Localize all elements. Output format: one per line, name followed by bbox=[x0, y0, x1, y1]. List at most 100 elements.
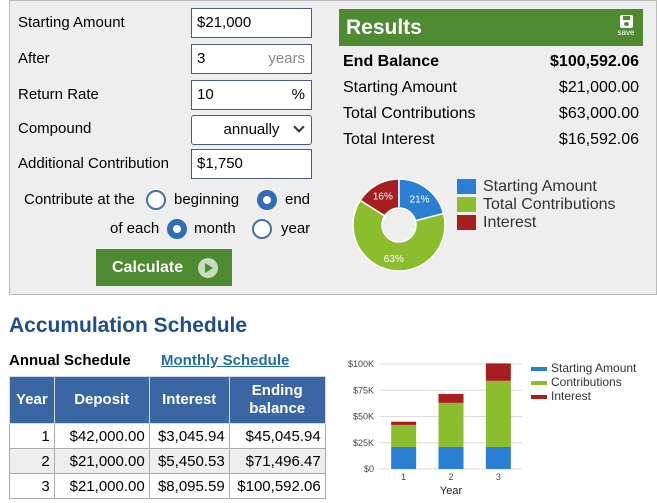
radio-year-label: year bbox=[281, 220, 311, 237]
radio-beginning-label: beginning bbox=[174, 191, 240, 208]
y-tick-label: $75K bbox=[353, 385, 374, 395]
result-row-total-interest: Total Interest $16,592.06 bbox=[343, 131, 639, 149]
chart-legend: Starting Amount Contributions Interest bbox=[531, 361, 636, 403]
result-label: Starting Amount bbox=[343, 79, 457, 96]
result-value: $16,592.06 bbox=[558, 131, 639, 148]
radio-year[interactable] bbox=[252, 219, 272, 239]
legend-swatch bbox=[531, 380, 547, 385]
compound-select[interactable]: annually bbox=[191, 115, 312, 145]
cell-ending-balance: $71,496.47 bbox=[228, 448, 326, 474]
cell-interest: $8,095.59 bbox=[148, 473, 230, 499]
cell-year: 1 bbox=[9, 423, 55, 449]
result-value: $100,592.06 bbox=[550, 53, 639, 70]
result-label: Total Interest bbox=[343, 131, 435, 148]
y-tick-label: $25K bbox=[353, 438, 374, 448]
table-row: 1 $42,000.00 $3,045.94 $45,045.94 bbox=[9, 423, 326, 449]
chart-legend-starting-amount: Starting Amount bbox=[531, 361, 636, 375]
legend-label: Starting Amount bbox=[483, 178, 597, 195]
bar-segment bbox=[485, 446, 511, 469]
return-rate-label: Return Rate bbox=[18, 86, 99, 103]
table-row: 3 $21,000.00 $8,095.59 $100,592.06 bbox=[9, 473, 326, 499]
x-axis-title: Year bbox=[440, 485, 463, 497]
legend-label: Starting Amount bbox=[551, 361, 637, 375]
bar-segment bbox=[391, 424, 417, 447]
return-rate-value: 10 bbox=[197, 86, 214, 103]
results-donut-chart: 16% 21% 63% bbox=[352, 178, 446, 272]
save-icon bbox=[619, 15, 633, 28]
return-rate-input[interactable]: 10 % bbox=[191, 80, 312, 110]
calculate-button[interactable]: Calculate bbox=[96, 249, 232, 286]
starting-amount-input[interactable]: $21,000 bbox=[191, 8, 312, 38]
x-tick-label: 2 bbox=[448, 472, 453, 482]
radio-end-label: end bbox=[285, 191, 311, 208]
starting-amount-label: Starting Amount bbox=[18, 14, 125, 31]
col-ending-balance: Ending balance bbox=[228, 376, 326, 424]
compound-selected: annually bbox=[223, 121, 280, 138]
legend-label: Interest bbox=[483, 214, 537, 231]
chart-legend-contributions: Contributions bbox=[531, 375, 636, 389]
donut-slice-label: 63% bbox=[384, 254, 404, 265]
play-icon bbox=[198, 258, 218, 278]
table-row: 2 $21,000.00 $5,450.53 $71,496.47 bbox=[9, 448, 326, 474]
additional-contribution-label: Additional Contribution bbox=[18, 155, 169, 172]
cell-interest: $3,045.94 bbox=[148, 423, 230, 449]
bar-segment bbox=[391, 446, 417, 469]
tab-annual-schedule[interactable]: Annual Schedule bbox=[9, 352, 131, 369]
bar-segment bbox=[438, 446, 464, 469]
calculate-label: Calculate bbox=[112, 259, 184, 276]
after-label: After bbox=[18, 50, 50, 67]
years-input[interactable]: 3 years bbox=[191, 44, 312, 74]
radio-end[interactable] bbox=[257, 190, 277, 210]
col-year: Year bbox=[9, 376, 55, 424]
additional-contribution-input[interactable]: $1,750 bbox=[191, 149, 312, 179]
radio-month-label: month bbox=[194, 220, 236, 237]
legend-swatch bbox=[457, 215, 476, 231]
tab-monthly-schedule[interactable]: Monthly Schedule bbox=[161, 352, 290, 369]
results-title: Results bbox=[346, 16, 422, 39]
radio-beginning[interactable] bbox=[146, 190, 166, 210]
of-each-label: of each bbox=[110, 220, 160, 237]
result-label: End Balance bbox=[343, 53, 440, 70]
x-tick-label: 3 bbox=[496, 472, 501, 482]
save-label: save bbox=[617, 28, 635, 37]
y-tick-label: $100K bbox=[348, 359, 374, 369]
schedule-bar-chart: $0 $25K $50K $75K $100K 1 2 3 Year bbox=[348, 359, 522, 497]
y-tick-label: $50K bbox=[353, 412, 374, 422]
calculator-panel bbox=[9, 0, 657, 295]
schedule-heading: Accumulation Schedule bbox=[9, 314, 248, 337]
cell-ending-balance: $45,045.94 bbox=[228, 423, 326, 449]
cell-deposit: $21,000.00 bbox=[53, 473, 150, 499]
result-row-end-balance: End Balance $100,592.06 bbox=[343, 53, 639, 71]
results-legend: Starting Amount Total Contributions Inte… bbox=[457, 178, 616, 232]
save-button[interactable]: save bbox=[614, 15, 638, 37]
cell-ending-balance: $100,592.06 bbox=[228, 473, 326, 499]
cell-deposit: $21,000.00 bbox=[53, 448, 150, 474]
legend-swatch bbox=[457, 197, 476, 213]
compound-label: Compound bbox=[18, 120, 92, 137]
radio-month[interactable] bbox=[167, 219, 187, 239]
legend-swatch bbox=[531, 394, 547, 399]
donut-slice bbox=[352, 199, 446, 272]
years-value: 3 bbox=[197, 50, 206, 67]
legend-label: Total Contributions bbox=[483, 196, 616, 213]
contribute-at-label: Contribute at the bbox=[24, 191, 135, 208]
result-value: $63,000.00 bbox=[558, 105, 639, 122]
percent-unit: % bbox=[291, 86, 305, 103]
legend-label: Contributions bbox=[551, 375, 622, 389]
result-label: Total Contributions bbox=[343, 105, 476, 122]
x-tick-label: 1 bbox=[401, 472, 406, 482]
col-interest: Interest bbox=[148, 376, 230, 424]
chart-legend-interest: Interest bbox=[531, 389, 636, 403]
result-value: $21,000.00 bbox=[558, 79, 639, 96]
legend-label: Interest bbox=[551, 389, 592, 403]
donut-slice-label: 21% bbox=[410, 195, 430, 206]
legend-swatch bbox=[457, 179, 476, 195]
schedule-table: Year Deposit Interest Ending balance 1 $… bbox=[9, 376, 326, 499]
legend-swatch bbox=[531, 366, 547, 371]
bar-segment bbox=[438, 402, 464, 447]
result-row-total-contributions: Total Contributions $63,000.00 bbox=[343, 105, 639, 123]
cell-year: 2 bbox=[9, 448, 55, 474]
bar-segment bbox=[391, 421, 417, 425]
legend-starting-amount: Starting Amount bbox=[457, 178, 616, 196]
chevron-down-icon bbox=[293, 121, 305, 133]
